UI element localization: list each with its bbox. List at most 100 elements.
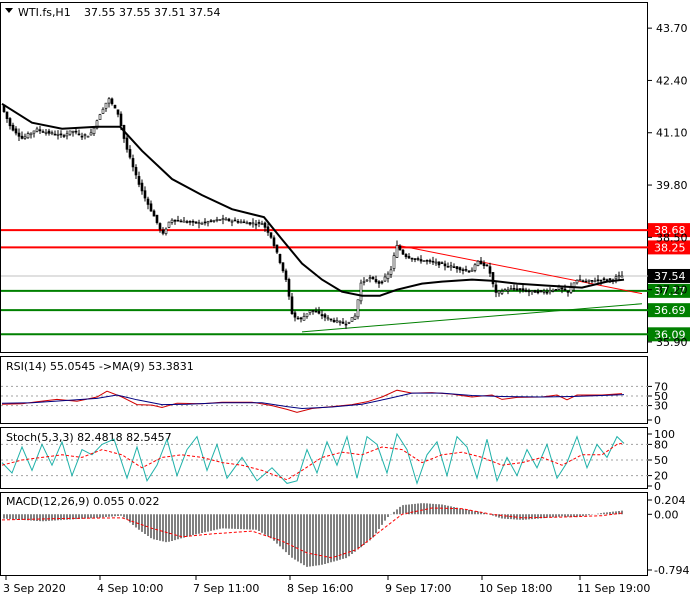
candle-body	[293, 312, 297, 318]
candle-body	[320, 314, 324, 317]
level-tag	[648, 240, 690, 255]
candle-body	[584, 280, 588, 283]
candle-body	[26, 133, 30, 139]
candle-body	[296, 317, 300, 320]
candle-body	[428, 260, 432, 262]
candle-body	[65, 133, 69, 137]
stoch-pane-frame	[0, 427, 648, 489]
candle-body	[92, 127, 96, 134]
candle-body	[89, 132, 93, 136]
candle-body	[107, 98, 111, 104]
candle-body	[377, 281, 381, 284]
candle-body	[485, 264, 489, 267]
candle-body	[566, 290, 570, 293]
candle-body	[20, 135, 24, 139]
candle-body	[440, 262, 444, 264]
candle-body	[398, 245, 402, 251]
candle-body	[179, 220, 183, 223]
candle-body	[125, 137, 129, 150]
candle-body	[311, 310, 315, 312]
collapse-arrow-icon[interactable]	[5, 8, 13, 13]
candle-body	[500, 291, 504, 294]
candle-body	[530, 290, 534, 292]
candle-body	[212, 220, 216, 222]
candle-body	[341, 321, 345, 324]
candle-body	[233, 219, 237, 222]
level-tag	[648, 223, 690, 238]
tick-label: 0	[654, 480, 661, 493]
candle-body	[251, 222, 255, 225]
candle-body	[497, 290, 501, 294]
price-tick-label: 35.90	[656, 336, 688, 349]
candle-body	[554, 289, 558, 291]
candle-body	[200, 223, 204, 225]
candle-body	[230, 220, 234, 223]
candle-body	[287, 279, 291, 297]
candle-body	[506, 289, 510, 292]
candle-body	[95, 120, 99, 129]
candle-body	[413, 258, 417, 260]
candle-body	[389, 269, 393, 275]
price-tick-label: 38.50	[656, 231, 688, 244]
candle-body	[512, 288, 516, 290]
price-pane[interactable]: WTI.fs,H1 37.55 37.55 37.51 37.54 38.683…	[0, 2, 691, 353]
candle-body	[314, 310, 318, 313]
candle-body	[266, 226, 270, 233]
candle-body	[23, 136, 27, 139]
candle-body	[578, 279, 582, 281]
candle-body	[620, 275, 624, 278]
candle-body	[74, 130, 78, 133]
candle-body	[275, 244, 279, 253]
candle-body	[14, 128, 18, 134]
candle-body	[221, 218, 225, 220]
candle-body	[218, 219, 222, 221]
candle-body	[515, 288, 519, 291]
candle-body	[236, 220, 240, 223]
current-price-tag	[648, 268, 690, 283]
symbol-label: WTI.fs,H1	[18, 6, 71, 19]
candle-body	[458, 267, 462, 271]
candle-body	[371, 276, 375, 280]
candle-body	[146, 198, 150, 205]
candle-body	[383, 276, 387, 282]
candle-body	[479, 260, 483, 265]
candle-body	[77, 133, 81, 136]
candle-body	[104, 102, 108, 109]
candle-body	[395, 245, 399, 258]
candle-body	[206, 221, 210, 224]
tick-label: 0	[654, 414, 661, 427]
candle-body	[470, 269, 474, 272]
candle-body	[464, 269, 468, 271]
candle-body	[272, 237, 276, 246]
time-tick-label: 7 Sep 11:00	[193, 582, 259, 595]
tick-label: 0.00	[654, 508, 679, 521]
candle-body	[461, 269, 465, 271]
candle-body	[590, 280, 594, 282]
candle-body	[278, 254, 282, 263]
candle-body	[305, 313, 309, 317]
candle-body	[545, 291, 549, 294]
candle-body	[8, 118, 12, 127]
level-tag	[648, 283, 690, 298]
candle-body	[404, 254, 408, 258]
series-line	[1, 392, 625, 410]
time-tick-label: 11 Sep 19:00	[577, 582, 650, 595]
price-tick-label: 37.20	[656, 284, 688, 297]
candle-body	[152, 210, 156, 217]
candle-body	[581, 280, 585, 282]
candle-body	[587, 279, 591, 282]
candle-body	[392, 255, 396, 269]
candle-body	[161, 229, 165, 234]
time-tick-label: 9 Sep 17:00	[385, 582, 451, 595]
candle-body	[539, 290, 543, 292]
level-label: 37.17	[654, 285, 686, 298]
price-tick-label: 43.70	[656, 22, 688, 35]
candle-body	[224, 218, 228, 221]
candle-body	[617, 275, 621, 278]
rsi-pane-frame	[0, 356, 648, 424]
candle-body	[416, 258, 420, 260]
